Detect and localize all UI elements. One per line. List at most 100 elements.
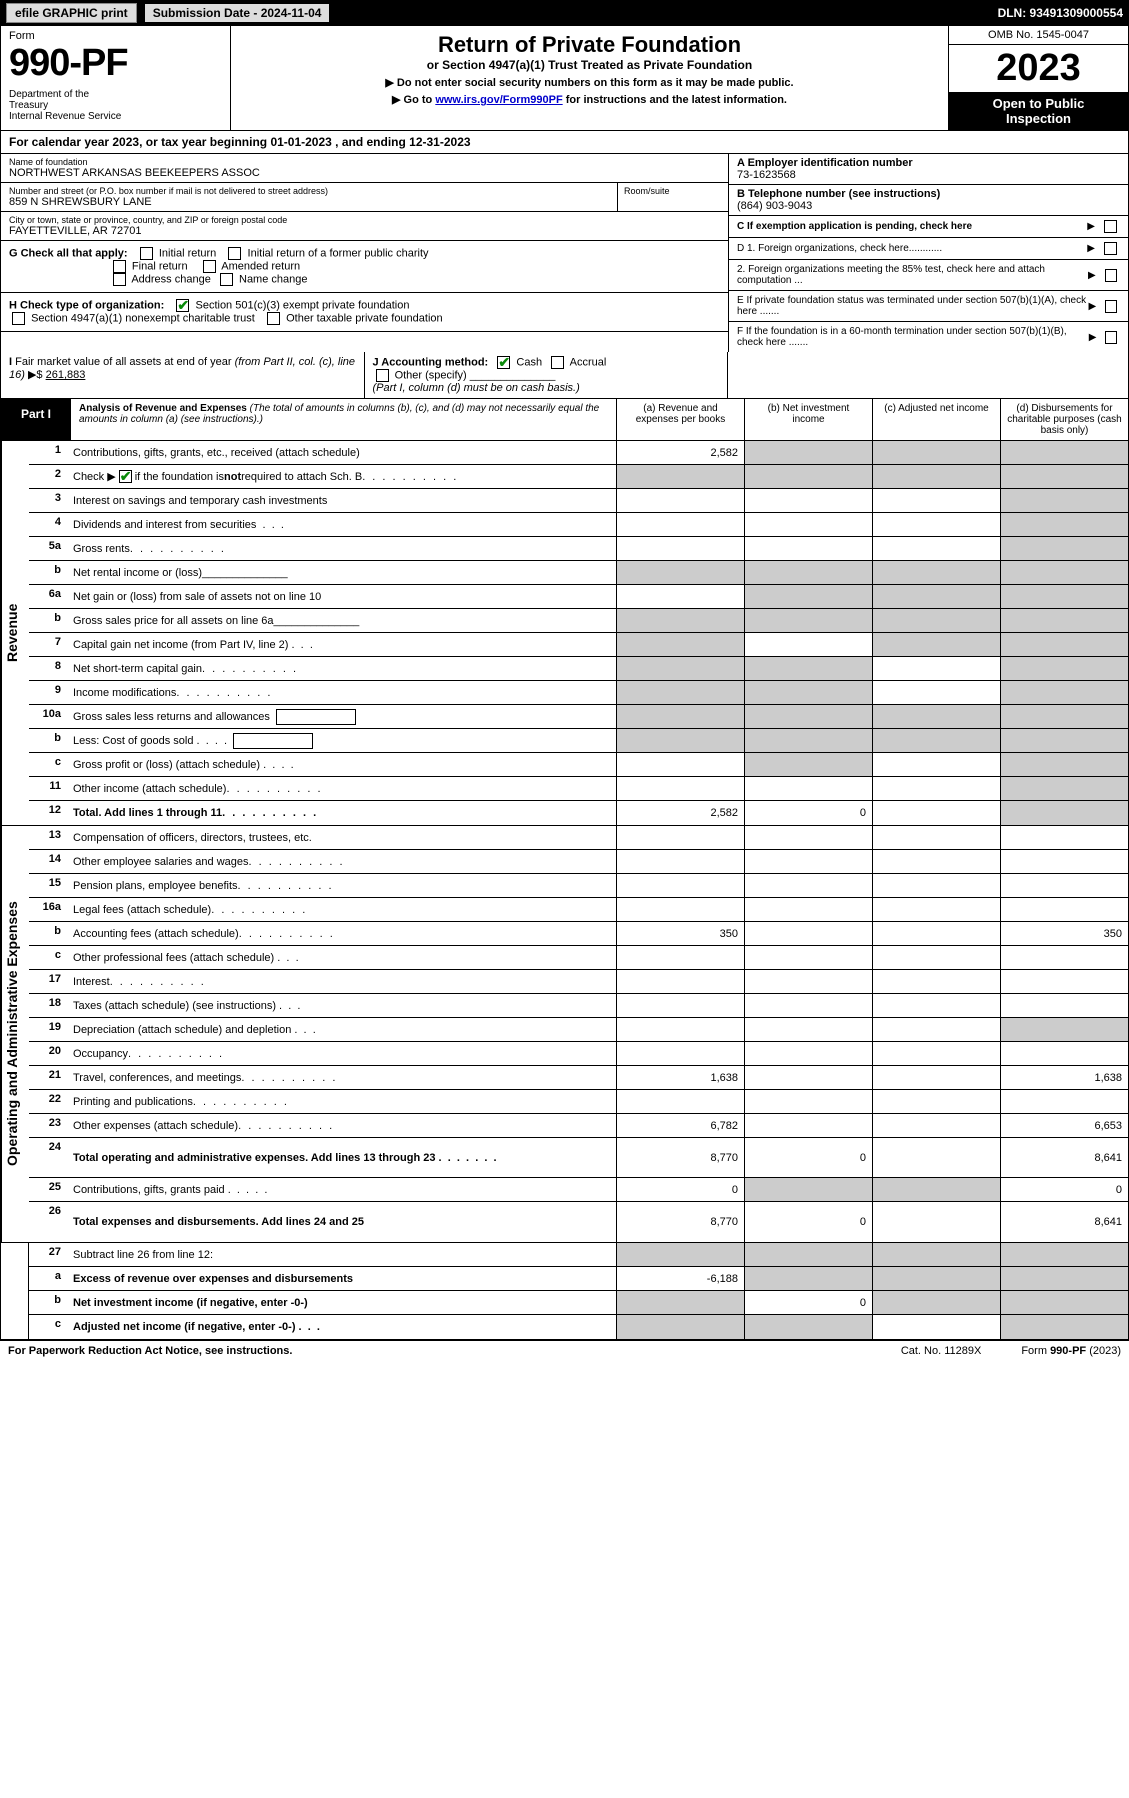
line-num: 27 bbox=[29, 1243, 67, 1266]
line-num: 6a bbox=[29, 585, 67, 608]
cell-a bbox=[616, 874, 744, 897]
cell-a: 8,770 bbox=[616, 1202, 744, 1242]
line-10c: c Gross profit or (loss) (attach schedul… bbox=[29, 753, 1128, 777]
line-desc: Less: Cost of goods sold . . . . bbox=[67, 729, 616, 752]
cell-b bbox=[744, 922, 872, 945]
line-18: 18 Taxes (attach schedule) (see instruct… bbox=[29, 994, 1128, 1018]
cell-a: 2,582 bbox=[616, 801, 744, 825]
address-change-checkbox[interactable] bbox=[113, 273, 126, 286]
line-desc: Travel, conferences, and meetings bbox=[67, 1066, 616, 1089]
accounting-row: I Fair market value of all assets at end… bbox=[0, 352, 1129, 399]
amended-checkbox[interactable] bbox=[203, 260, 216, 273]
b-label: B Telephone number (see instructions) bbox=[737, 188, 940, 200]
d1-checkbox[interactable] bbox=[1104, 242, 1117, 255]
spacer bbox=[1, 1243, 29, 1339]
cell-b bbox=[744, 1315, 872, 1339]
g-initial: Initial return bbox=[159, 247, 216, 259]
cell-b bbox=[744, 1066, 872, 1089]
dln: DLN: 93491309000554 bbox=[998, 6, 1123, 20]
line-num: 14 bbox=[29, 850, 67, 873]
g-initial-former: Initial return of a former public charit… bbox=[248, 247, 429, 259]
cell-b bbox=[744, 777, 872, 800]
line-desc: Legal fees (attach schedule) bbox=[67, 898, 616, 921]
top-bar: efile GRAPHIC print Submission Date - 20… bbox=[0, 0, 1129, 26]
omb: OMB No. 1545-0047 bbox=[949, 26, 1128, 45]
cell-b: 0 bbox=[744, 1202, 872, 1242]
schb-checkbox[interactable] bbox=[119, 470, 132, 483]
cell-c bbox=[872, 1315, 1000, 1339]
cell-a bbox=[616, 729, 744, 752]
c-checkbox[interactable] bbox=[1104, 220, 1117, 233]
c-row: C If exemption application is pending, c… bbox=[729, 216, 1128, 238]
501c3-checkbox[interactable] bbox=[176, 299, 189, 312]
line-27c: c Adjusted net income (if negative, ente… bbox=[29, 1315, 1128, 1339]
g-final: Final return bbox=[132, 260, 188, 272]
line-desc: Excess of revenue over expenses and disb… bbox=[67, 1267, 616, 1290]
line-num: 15 bbox=[29, 874, 67, 897]
cell-a bbox=[616, 946, 744, 969]
line-desc: Interest bbox=[67, 970, 616, 993]
submission-date: Submission Date - 2024-11-04 bbox=[145, 4, 330, 22]
ein: 73-1623568 bbox=[737, 169, 796, 181]
line-num: b bbox=[29, 922, 67, 945]
cell-b bbox=[744, 609, 872, 632]
cell-b bbox=[744, 1243, 872, 1266]
cell-a: -6,188 bbox=[616, 1267, 744, 1290]
line-num: 24 bbox=[29, 1138, 67, 1177]
arrow-icon: ▶ bbox=[1089, 332, 1097, 343]
ein-row: A Employer identification number 73-1623… bbox=[729, 154, 1128, 185]
cash-checkbox[interactable] bbox=[497, 356, 510, 369]
cell-b: 0 bbox=[744, 1138, 872, 1177]
tax-year: 2023 bbox=[949, 45, 1128, 92]
line-desc: Depreciation (attach schedule) and deple… bbox=[67, 1018, 616, 1041]
j-label: J Accounting method: bbox=[373, 356, 489, 368]
other-method-checkbox[interactable] bbox=[376, 369, 389, 382]
e-checkbox[interactable] bbox=[1105, 300, 1117, 313]
efile-print-button[interactable]: efile GRAPHIC print bbox=[6, 3, 137, 23]
other-taxable-checkbox[interactable] bbox=[267, 312, 280, 325]
initial-return-checkbox[interactable] bbox=[140, 247, 153, 260]
cell-b bbox=[744, 850, 872, 873]
line-10b: b Less: Cost of goods sold . . . . bbox=[29, 729, 1128, 753]
cell-c bbox=[872, 585, 1000, 608]
cell-b bbox=[744, 585, 872, 608]
line-15: 15 Pension plans, employee benefits bbox=[29, 874, 1128, 898]
line-10a: 10a Gross sales less returns and allowan… bbox=[29, 705, 1128, 729]
irs-link[interactable]: www.irs.gov/Form990PF bbox=[435, 94, 562, 106]
line-desc: Gross rents bbox=[67, 537, 616, 560]
initial-former-checkbox[interactable] bbox=[228, 247, 241, 260]
cell-b bbox=[744, 946, 872, 969]
form-title: Return of Private Foundation bbox=[241, 32, 938, 58]
final-return-checkbox[interactable] bbox=[113, 260, 126, 273]
cell-b bbox=[744, 1267, 872, 1290]
f-note-right bbox=[728, 352, 1128, 398]
f-checkbox[interactable] bbox=[1105, 331, 1117, 344]
part1-label: Part I bbox=[1, 399, 71, 440]
cell-a bbox=[616, 994, 744, 1017]
cell-d bbox=[1000, 753, 1128, 776]
cell-a bbox=[616, 657, 744, 680]
name-change-checkbox[interactable] bbox=[220, 273, 233, 286]
h-501c3: Section 501(c)(3) exempt private foundat… bbox=[195, 299, 409, 311]
cell-c bbox=[872, 1066, 1000, 1089]
cell-a bbox=[616, 465, 744, 488]
cell-d bbox=[1000, 777, 1128, 800]
cell-d bbox=[1000, 1315, 1128, 1339]
cell-b: 0 bbox=[744, 801, 872, 825]
cell-b: 0 bbox=[744, 1291, 872, 1314]
d2-checkbox[interactable] bbox=[1105, 269, 1117, 282]
d1-label: D 1. Foreign organizations, check here..… bbox=[737, 243, 942, 254]
cell-b bbox=[744, 657, 872, 680]
cell-c bbox=[872, 801, 1000, 825]
cell-c bbox=[872, 777, 1000, 800]
4947-checkbox[interactable] bbox=[12, 312, 25, 325]
accrual-checkbox[interactable] bbox=[551, 356, 564, 369]
cell-a: 8,770 bbox=[616, 1138, 744, 1177]
cell-d bbox=[1000, 898, 1128, 921]
cell-c bbox=[872, 657, 1000, 680]
line-num: b bbox=[29, 1291, 67, 1314]
line-desc: Gross sales price for all assets on line… bbox=[67, 609, 616, 632]
cell-a bbox=[616, 633, 744, 656]
line-desc: Other income (attach schedule) bbox=[67, 777, 616, 800]
cell-b bbox=[744, 1114, 872, 1137]
